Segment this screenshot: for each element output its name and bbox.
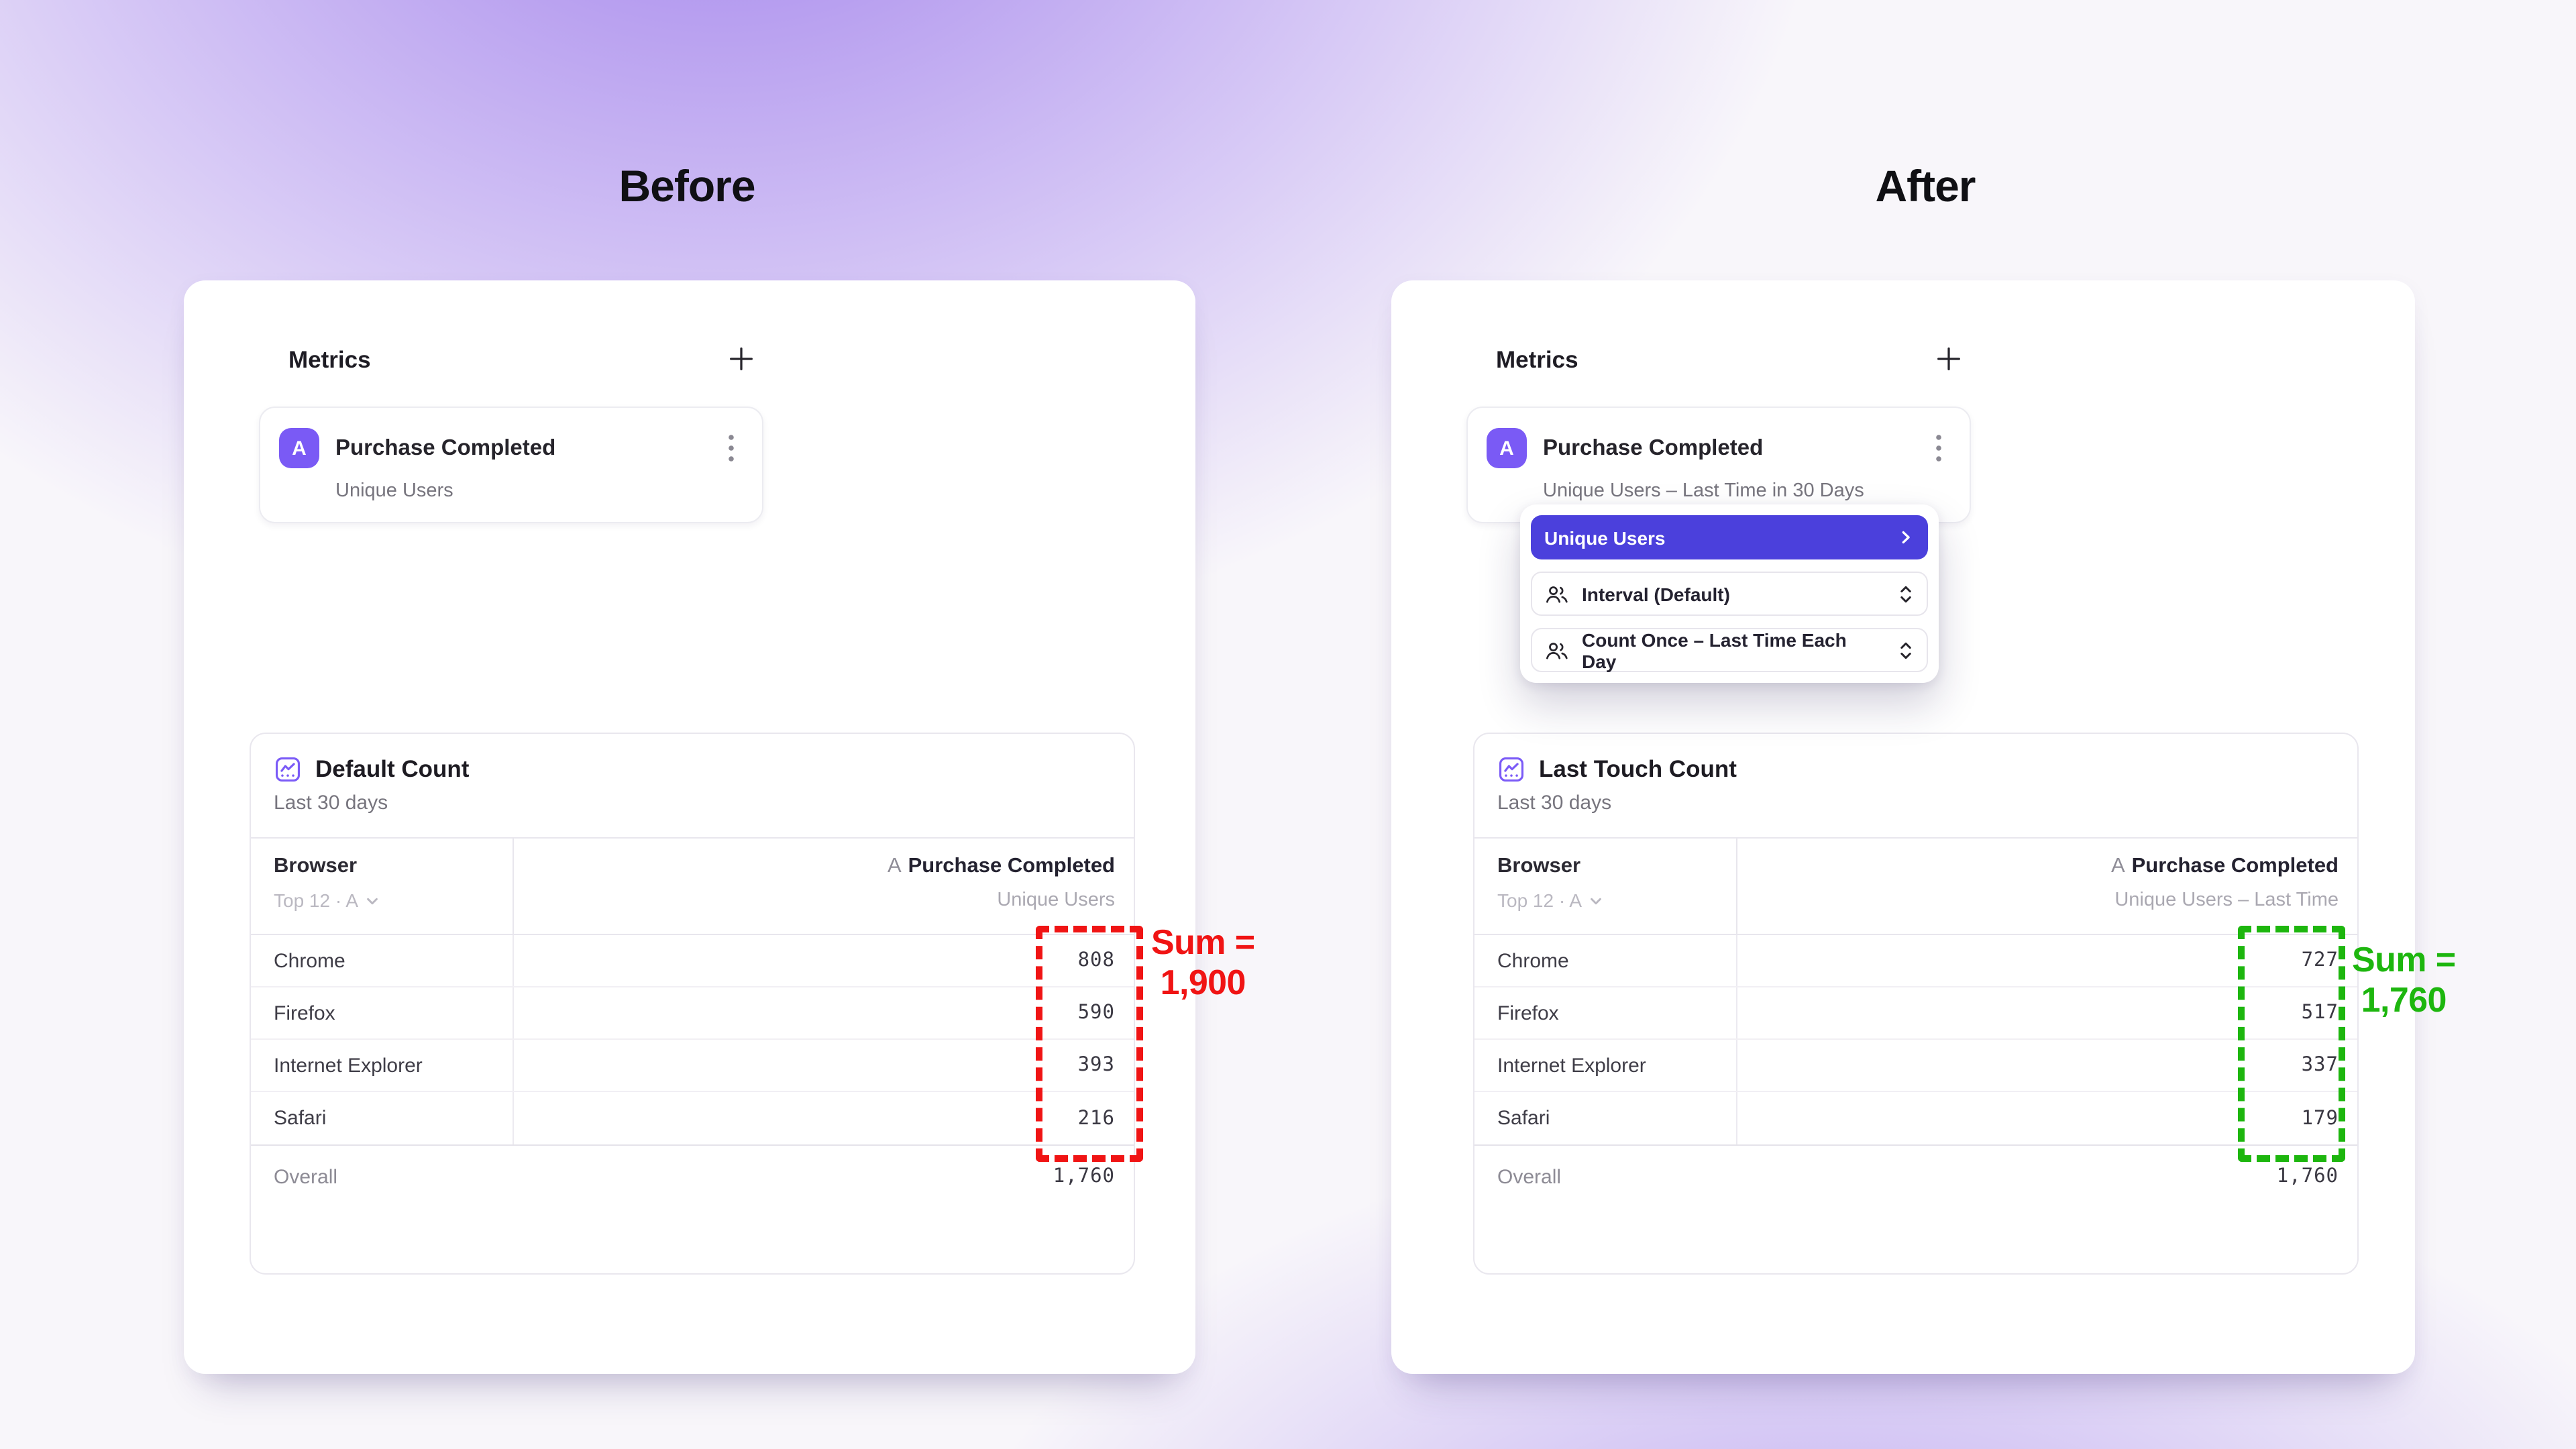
kebab-icon bbox=[1935, 433, 1943, 463]
browser-filter-control[interactable]: Top 12 · A bbox=[1497, 890, 1603, 911]
chevron-right-icon bbox=[1897, 529, 1915, 546]
metric-title: Purchase Completed bbox=[335, 435, 556, 460]
chevron-down-icon bbox=[365, 893, 380, 908]
table-row: Chrome 808 bbox=[251, 935, 1134, 987]
column-header-measure: Unique Users – Last Time bbox=[2114, 890, 2339, 911]
updown-icon bbox=[1898, 583, 1913, 604]
metric-subtitle: Unique Users – Last Time in 30 Days bbox=[1543, 480, 1864, 502]
filter-label: Top 12 · A bbox=[1497, 890, 1582, 911]
overall-label: Overall bbox=[274, 1165, 338, 1188]
metric-series-name: Purchase Completed bbox=[908, 855, 1115, 877]
filter-label: Top 12 · A bbox=[274, 890, 359, 911]
metric-menu-button[interactable] bbox=[719, 431, 743, 466]
column-header-metric: A Purchase Completed bbox=[1737, 855, 2339, 879]
metric-series-letter: A bbox=[887, 855, 902, 877]
before-title: Before bbox=[619, 161, 755, 211]
table-title: Default Count bbox=[315, 755, 470, 782]
metric-menu-button[interactable] bbox=[1927, 431, 1951, 466]
dropdown-item-unique-users[interactable]: Unique Users bbox=[1531, 515, 1928, 559]
updown-icon bbox=[1898, 639, 1913, 661]
metric-title: Purchase Completed bbox=[1543, 435, 1764, 460]
table-overall-row: Overall 1,760 bbox=[1474, 1144, 2357, 1208]
table-title: Last Touch Count bbox=[1539, 755, 1737, 782]
add-metric-button[interactable] bbox=[1928, 338, 1968, 378]
row-label: Internet Explorer bbox=[251, 1040, 514, 1091]
metrics-heading: Metrics bbox=[1496, 346, 1578, 373]
column-header-browser: Browser bbox=[274, 855, 358, 877]
row-label: Safari bbox=[1474, 1092, 1737, 1144]
metric-series-letter: A bbox=[2110, 855, 2125, 877]
overall-label: Overall bbox=[1497, 1165, 1562, 1188]
dropdown-option-label: Count Once – Last Time Each Day bbox=[1582, 629, 1847, 672]
column-header-metric: A Purchase Completed bbox=[514, 855, 1115, 879]
table-row: Internet Explorer 337 bbox=[1474, 1040, 2357, 1092]
metric-chip[interactable]: A Purchase Completed Unique Users bbox=[259, 407, 763, 523]
metric-series-name: Purchase Completed bbox=[2131, 855, 2339, 877]
row-value: 808 bbox=[1077, 950, 1115, 971]
dropdown-item-count-once[interactable]: Count Once – Last Time Each Day bbox=[1531, 628, 1928, 672]
sum-label: Sum = bbox=[2352, 939, 2456, 979]
plus-icon bbox=[1933, 343, 1964, 374]
measure-dropdown: Unique Users Interval (Default) Count On bbox=[1520, 504, 1939, 683]
metric-badge: A bbox=[1487, 428, 1527, 468]
sum-value: 1,760 bbox=[2361, 979, 2447, 1020]
row-label: Safari bbox=[251, 1092, 514, 1144]
overall-value: 1,760 bbox=[2276, 1166, 2339, 1187]
people-icon bbox=[1546, 584, 1568, 603]
table-header-row: Browser Top 12 · A A Purchase Completed U… bbox=[251, 837, 1134, 935]
sum-annotation-green: Sum = 1,760 bbox=[2352, 939, 2456, 1020]
browser-filter-control[interactable]: Top 12 · A bbox=[274, 890, 380, 911]
people-icon bbox=[1546, 641, 1568, 659]
dropdown-option-label: Interval (Default) bbox=[1582, 583, 1730, 604]
row-label: Internet Explorer bbox=[1474, 1040, 1737, 1091]
row-value: 216 bbox=[1077, 1108, 1115, 1129]
metric-badge: A bbox=[279, 428, 319, 468]
table-date-range: Last 30 days bbox=[274, 792, 388, 814]
table-row: Internet Explorer 393 bbox=[251, 1040, 1134, 1092]
row-value: 393 bbox=[1077, 1055, 1115, 1076]
after-card: Metrics A Purchase Completed Unique User… bbox=[1391, 280, 2415, 1374]
dropdown-selected-label: Unique Users bbox=[1544, 527, 1666, 548]
table-row: Safari 216 bbox=[251, 1092, 1134, 1144]
row-value: 337 bbox=[2301, 1055, 2339, 1076]
chevron-down-icon bbox=[1589, 893, 1603, 908]
row-value: 179 bbox=[2301, 1108, 2339, 1129]
row-label: Chrome bbox=[1474, 935, 1737, 986]
table-row: Firefox 590 bbox=[251, 987, 1134, 1040]
table-date-range: Last 30 days bbox=[1497, 792, 1612, 814]
result-table-after: Last Touch Count Last 30 days Browser To… bbox=[1473, 733, 2359, 1275]
table-row: Firefox 517 bbox=[1474, 987, 2357, 1040]
before-card: Metrics A Purchase Completed Unique User… bbox=[184, 280, 1195, 1374]
result-table-before: Default Count Last 30 days Browser Top 1… bbox=[250, 733, 1135, 1275]
sum-annotation-red: Sum = 1,900 bbox=[1151, 922, 1255, 1002]
after-title: After bbox=[1875, 161, 1976, 211]
row-value: 517 bbox=[2301, 1002, 2339, 1024]
row-label: Firefox bbox=[1474, 987, 1737, 1038]
table-header-row: Browser Top 12 · A A Purchase Completed U… bbox=[1474, 837, 2357, 935]
metrics-heading: Metrics bbox=[288, 346, 371, 373]
column-header-browser: Browser bbox=[1497, 855, 1581, 877]
table-overall-row: Overall 1,760 bbox=[251, 1144, 1134, 1208]
line-chart-icon bbox=[274, 755, 302, 784]
overall-value: 1,760 bbox=[1053, 1166, 1115, 1187]
plus-icon bbox=[725, 343, 756, 374]
line-chart-icon bbox=[1497, 755, 1525, 784]
row-label: Chrome bbox=[251, 935, 514, 986]
table-row: Chrome 727 bbox=[1474, 935, 2357, 987]
dropdown-item-interval[interactable]: Interval (Default) bbox=[1531, 572, 1928, 616]
metric-subtitle: Unique Users bbox=[335, 480, 453, 502]
table-row: Safari 179 bbox=[1474, 1092, 2357, 1144]
row-label: Firefox bbox=[251, 987, 514, 1038]
column-header-measure: Unique Users bbox=[997, 890, 1115, 911]
row-value: 727 bbox=[2301, 950, 2339, 971]
sum-label: Sum = bbox=[1151, 922, 1255, 962]
sum-value: 1,900 bbox=[1160, 962, 1246, 1002]
kebab-icon bbox=[727, 433, 735, 463]
row-value: 590 bbox=[1077, 1002, 1115, 1024]
add-metric-button[interactable] bbox=[720, 338, 761, 378]
